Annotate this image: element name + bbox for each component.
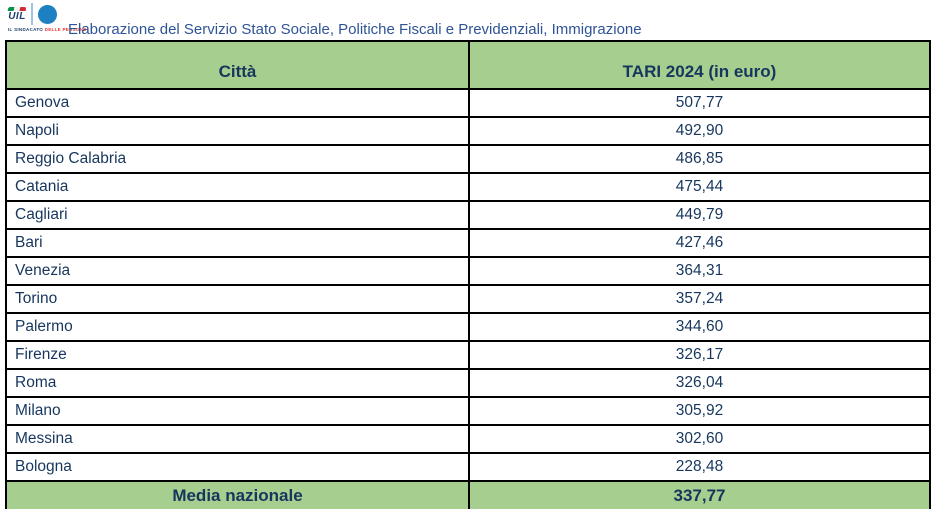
tagline-part-blue: IL SINDACATO bbox=[8, 27, 44, 32]
city-cell: Milano bbox=[5, 396, 470, 426]
table-footer-row: Media nazionale 337,77 bbox=[5, 480, 931, 509]
city-cell: Roma bbox=[5, 368, 470, 398]
blue-circle-icon bbox=[38, 4, 57, 24]
table-row: Genova 507,77 bbox=[5, 88, 931, 118]
value-cell: 492,90 bbox=[468, 116, 931, 146]
city-cell: Messina bbox=[5, 424, 470, 454]
table-row: Cagliari 449,79 bbox=[5, 200, 931, 230]
city-cell: Palermo bbox=[5, 312, 470, 342]
value-cell: 449,79 bbox=[468, 200, 931, 230]
table-row: Reggio Calabria 486,85 bbox=[5, 144, 931, 174]
city-cell: Cagliari bbox=[5, 200, 470, 230]
table-row: Bari 427,46 bbox=[5, 228, 931, 258]
city-cell: Firenze bbox=[5, 340, 470, 370]
value-cell: 427,46 bbox=[468, 228, 931, 258]
value-cell: 305,92 bbox=[468, 396, 931, 426]
italian-flag-icon bbox=[7, 6, 27, 11]
table-row: Roma 326,04 bbox=[5, 368, 931, 398]
tari-2024-table: Città TARI 2024 (in euro) Genova 507,77 … bbox=[5, 40, 931, 509]
table-header-row: Città TARI 2024 (in euro) bbox=[5, 40, 931, 90]
uil-logo: UIL bbox=[7, 3, 57, 25]
table-row: Messina 302,60 bbox=[5, 424, 931, 454]
uil-logo-text: UIL bbox=[8, 10, 26, 22]
column-header-citta: Città bbox=[5, 40, 470, 90]
value-cell: 507,77 bbox=[468, 88, 931, 118]
city-cell: Catania bbox=[5, 172, 470, 202]
national-average-value: 337,77 bbox=[468, 480, 931, 509]
value-cell: 486,85 bbox=[468, 144, 931, 174]
table-row: Torino 357,24 bbox=[5, 284, 931, 314]
value-cell: 228,48 bbox=[468, 452, 931, 482]
city-cell: Reggio Calabria bbox=[5, 144, 470, 174]
table-row: Milano 305,92 bbox=[5, 396, 931, 426]
value-cell: 326,17 bbox=[468, 340, 931, 370]
city-cell: Bari bbox=[5, 228, 470, 258]
uil-logo-mark: UIL bbox=[7, 6, 27, 22]
value-cell: 357,24 bbox=[468, 284, 931, 314]
table-row: Palermo 344,60 bbox=[5, 312, 931, 342]
value-cell: 344,60 bbox=[468, 312, 931, 342]
table-row: Napoli 492,90 bbox=[5, 116, 931, 146]
city-cell: Genova bbox=[5, 88, 470, 118]
table-row: Firenze 326,17 bbox=[5, 340, 931, 370]
value-cell: 364,31 bbox=[468, 256, 931, 286]
city-cell: Bologna bbox=[5, 452, 470, 482]
national-average-label: Media nazionale bbox=[5, 480, 470, 509]
city-cell: Venezia bbox=[5, 256, 470, 286]
value-cell: 326,04 bbox=[468, 368, 931, 398]
column-header-tari-2024: TARI 2024 (in euro) bbox=[468, 40, 931, 90]
table-row: Catania 475,44 bbox=[5, 172, 931, 202]
tagline-part-red: DELLE PERSONE bbox=[44, 27, 87, 32]
page-title: Elaborazione del Servizio Stato Sociale,… bbox=[68, 21, 642, 38]
uil-logo-tagline: IL SINDACATO DELLE PERSONE bbox=[8, 27, 87, 32]
city-cell: Napoli bbox=[5, 116, 470, 146]
logo-divider bbox=[31, 3, 33, 25]
table-row: Venezia 364,31 bbox=[5, 256, 931, 286]
table-row: Bologna 228,48 bbox=[5, 452, 931, 482]
value-cell: 302,60 bbox=[468, 424, 931, 454]
value-cell: 475,44 bbox=[468, 172, 931, 202]
city-cell: Torino bbox=[5, 284, 470, 314]
